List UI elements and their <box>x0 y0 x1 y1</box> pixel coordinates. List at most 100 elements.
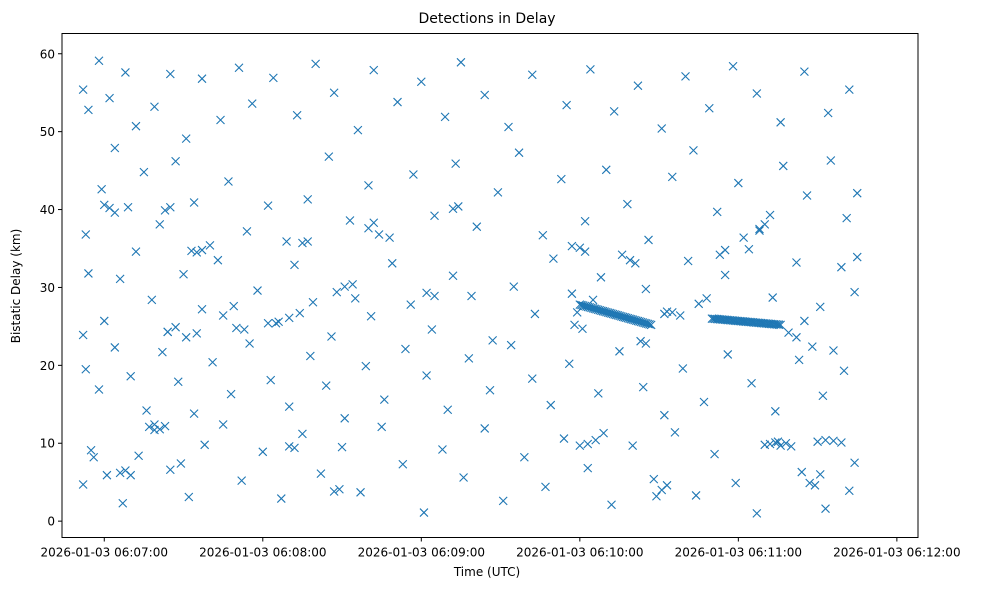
data-point <box>805 478 815 488</box>
data-point <box>675 311 685 320</box>
data-point <box>638 382 648 392</box>
data-point <box>184 492 194 502</box>
data-point <box>271 318 281 328</box>
data-point <box>179 269 188 279</box>
data-point <box>263 318 273 328</box>
data-point <box>662 480 672 490</box>
data-point <box>575 243 585 253</box>
data-point <box>635 317 644 326</box>
data-point <box>234 63 244 73</box>
data-point <box>142 406 151 415</box>
data-point <box>710 449 719 459</box>
data-point <box>617 250 627 260</box>
data-point <box>332 287 342 297</box>
y-tick-label: 0 <box>47 515 55 529</box>
data-point <box>340 413 350 423</box>
data-point <box>572 307 582 317</box>
data-point <box>443 405 453 415</box>
data-point <box>580 216 590 226</box>
data-point <box>406 300 416 309</box>
data-point <box>836 438 846 447</box>
data-point <box>231 323 241 333</box>
data-point <box>618 312 628 322</box>
data-point <box>327 332 336 341</box>
data-point <box>640 318 649 328</box>
data-point <box>126 470 136 480</box>
data-point <box>527 374 537 383</box>
data-point <box>197 245 207 255</box>
data-point <box>765 210 775 220</box>
data-point <box>616 311 626 321</box>
data-point <box>160 421 170 431</box>
data-point <box>493 188 503 197</box>
data-point <box>115 274 125 284</box>
data-point <box>356 487 365 497</box>
data-point <box>615 311 625 321</box>
data-point <box>197 304 207 314</box>
data-point <box>691 491 701 500</box>
data-point <box>546 400 556 410</box>
data-point <box>595 305 605 315</box>
data-point <box>348 279 358 289</box>
data-point <box>567 241 577 251</box>
data-point <box>733 178 743 188</box>
data-point <box>102 470 112 480</box>
x-tick-label: 2026-01-03 06:10:00 <box>516 546 643 560</box>
data-point <box>681 71 690 81</box>
data-point <box>308 297 318 307</box>
data-point <box>852 188 862 198</box>
data-point <box>187 246 196 256</box>
data-point <box>852 252 862 262</box>
data-point <box>467 291 476 301</box>
data-point <box>416 77 426 87</box>
data-point <box>773 437 783 447</box>
data-point <box>385 233 394 242</box>
x-tick-label: 2026-01-03 06:09:00 <box>358 546 485 560</box>
data-point <box>226 389 236 399</box>
data-point <box>110 343 120 352</box>
y-tick-label: 60 <box>40 47 55 61</box>
data-point <box>340 282 350 292</box>
data-point <box>282 237 291 246</box>
data-point <box>590 304 600 314</box>
data-point <box>631 316 641 325</box>
data-point <box>155 219 165 229</box>
data-point <box>792 332 801 342</box>
data-point <box>472 222 482 232</box>
data-point <box>826 156 836 165</box>
data-point <box>605 308 615 318</box>
data-point <box>459 473 468 482</box>
data-point <box>659 309 669 319</box>
data-point <box>646 320 656 330</box>
data-point <box>683 256 693 266</box>
data-point <box>321 381 331 390</box>
x-axis-label: Time (UTC) <box>453 565 520 579</box>
data-point <box>613 311 623 320</box>
data-point <box>110 208 120 218</box>
data-point <box>600 307 610 317</box>
data-point <box>821 435 830 445</box>
data-point <box>305 351 315 361</box>
data-point <box>155 424 165 434</box>
data-point <box>242 226 252 236</box>
data-point <box>78 480 88 489</box>
data-point <box>440 112 450 122</box>
data-point <box>290 260 299 270</box>
data-point <box>615 346 624 356</box>
data-point <box>263 201 273 211</box>
data-point <box>398 459 408 469</box>
data-point <box>810 480 820 490</box>
data-point <box>430 291 439 301</box>
data-point <box>641 284 651 294</box>
data-point <box>115 468 125 478</box>
data-point <box>422 371 431 380</box>
data-point <box>836 262 846 272</box>
data-point <box>253 286 262 295</box>
data-point <box>596 272 606 282</box>
data-point <box>844 486 854 496</box>
data-point <box>636 317 646 327</box>
data-point <box>747 378 756 388</box>
data-point <box>778 161 788 171</box>
data-point <box>564 359 574 369</box>
data-point <box>702 293 712 303</box>
